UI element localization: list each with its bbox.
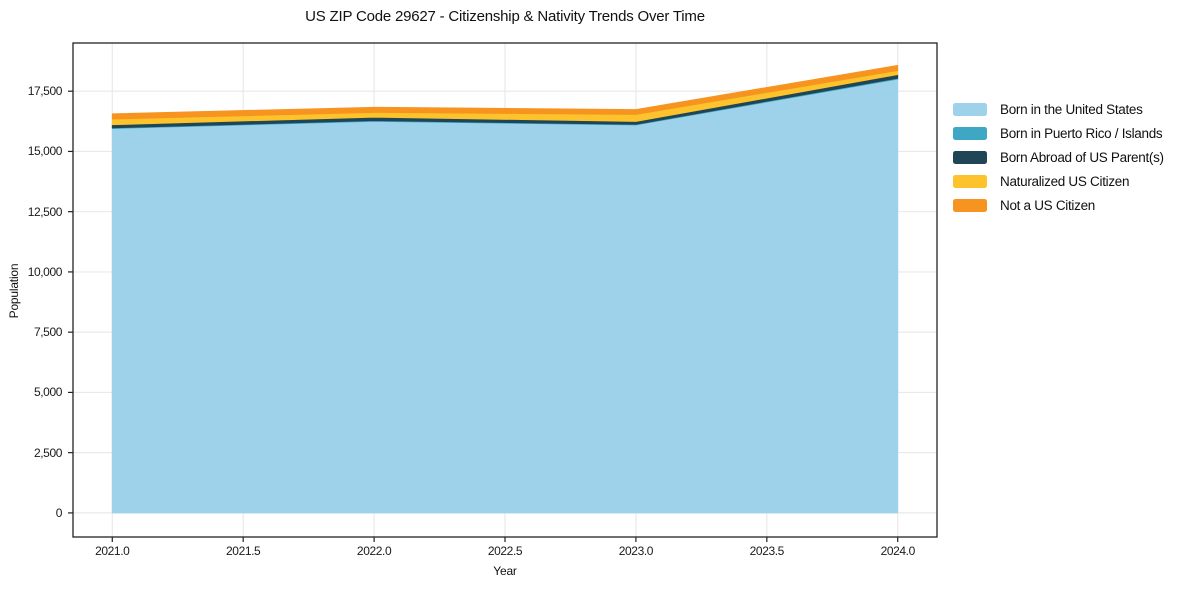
legend-item-2: Born Abroad of US Parent(s) [953,149,1164,165]
chart-title: US ZIP Code 29627 - Citizenship & Nativi… [305,8,705,25]
legend-swatch-icon [953,198,987,212]
x-axis-label: Year [493,564,517,578]
y-tick-label: 10,000 [27,264,63,279]
legend-swatch-icon [953,102,987,116]
legend-label: Born in the United States [1000,101,1143,117]
y-tick-label: 15,000 [27,144,63,159]
legend-item-3: Naturalized US Citizen [953,173,1164,189]
legend: Born in the United States Born in Puerto … [953,101,1164,213]
y-tick-label: 2,500 [33,445,62,460]
legend-swatch-icon [953,174,987,188]
legend-swatch-icon [953,150,987,164]
area-series-4 [111,64,899,120]
x-tick-label: 2021.5 [226,544,261,558]
x-tick-label: 2022.5 [487,544,523,558]
x-tick-label: 2022.0 [356,544,392,558]
legend-item-0: Born in the United States [953,101,1164,117]
legend-item-4: Not a US Citizen [953,197,1164,213]
legend-label: Not a US Citizen [1000,197,1095,213]
y-tick-label: 12,500 [27,204,63,219]
legend-item-1: Born in Puerto Rico / Islands [953,125,1164,141]
x-tick-label: 2021.0 [95,544,130,558]
x-tick-label: 2023.0 [618,544,654,558]
y-tick-label: 7,500 [33,325,62,340]
x-tick-label: 2024.0 [880,544,916,558]
area-series-0 [111,78,899,514]
y-tick-label: 17,500 [27,84,63,99]
y-tick-label: 0 [55,505,63,520]
legend-label: Born in Puerto Rico / Islands [1000,125,1163,141]
x-tick-label: 2023.5 [749,544,785,558]
y-tick-label: 5,000 [33,385,62,400]
legend-label: Born Abroad of US Parent(s) [1000,149,1164,165]
legend-swatch-icon [953,126,987,140]
legend-label: Naturalized US Citizen [1000,173,1130,189]
